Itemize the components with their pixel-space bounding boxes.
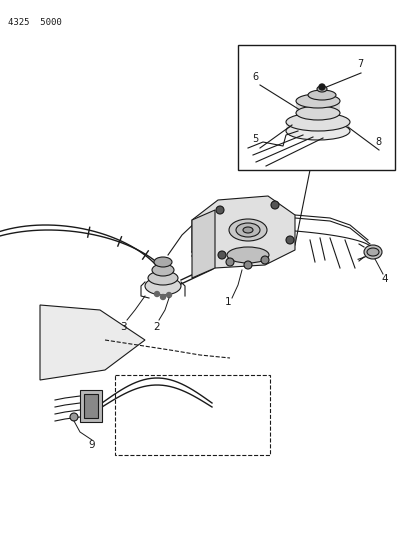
Circle shape [160,295,166,300]
Ellipse shape [296,94,340,108]
Circle shape [261,256,269,264]
Ellipse shape [317,86,327,92]
Circle shape [70,413,78,421]
Circle shape [319,84,325,90]
Text: 7: 7 [357,59,363,69]
Circle shape [271,201,279,209]
Ellipse shape [243,227,253,233]
Ellipse shape [236,223,260,237]
Ellipse shape [145,277,181,295]
Text: 4325  5000: 4325 5000 [8,18,62,27]
Text: 3: 3 [120,322,126,332]
Ellipse shape [367,248,379,256]
Circle shape [166,293,171,297]
Text: 5: 5 [252,134,258,144]
Text: 6: 6 [252,72,258,82]
Polygon shape [192,210,215,278]
Circle shape [218,251,226,259]
Circle shape [286,236,294,244]
Ellipse shape [364,245,382,259]
Bar [296,101,340,114]
Text: 1: 1 [225,297,231,307]
Ellipse shape [286,113,350,131]
Bar [238,45,395,170]
Text: 8: 8 [375,137,381,147]
Ellipse shape [296,106,340,120]
Ellipse shape [148,271,178,285]
Ellipse shape [229,219,267,241]
Circle shape [226,258,234,266]
Ellipse shape [286,122,350,140]
Ellipse shape [152,264,174,276]
Bar [80,390,102,422]
Polygon shape [40,305,145,380]
Ellipse shape [227,247,269,263]
Text: 9: 9 [89,440,95,450]
Ellipse shape [308,90,336,100]
Text: 2: 2 [154,322,160,332]
Circle shape [244,261,252,269]
Text: 4: 4 [382,274,388,284]
Bar [115,375,270,455]
Bar [286,122,350,132]
Bar [84,394,98,418]
Ellipse shape [154,257,172,267]
Circle shape [155,292,160,296]
Polygon shape [192,196,295,268]
Circle shape [216,206,224,214]
